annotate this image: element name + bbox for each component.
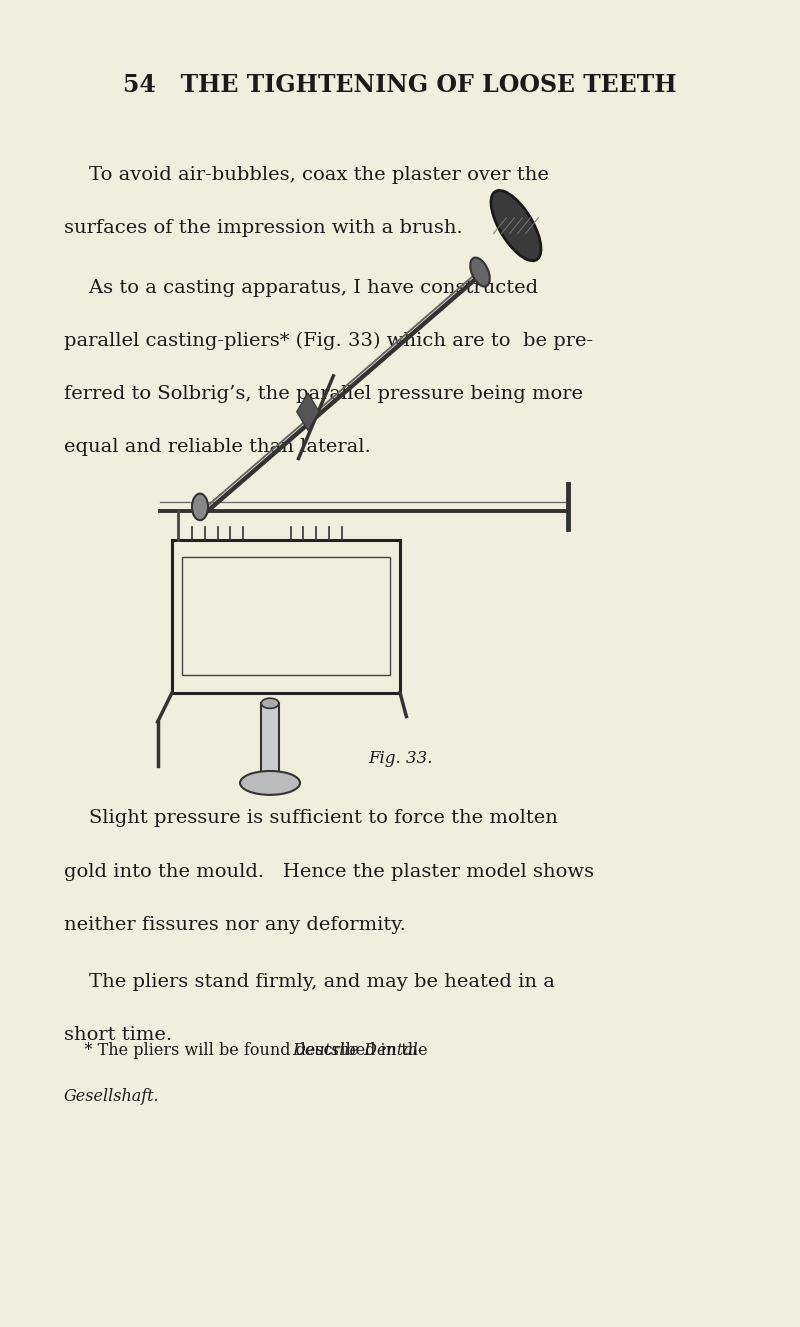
Text: * The pliers will be found described in the: * The pliers will be found described in … bbox=[64, 1042, 433, 1059]
Text: Gesellshaft.: Gesellshaft. bbox=[64, 1088, 160, 1105]
Text: gold into the mould.   Hence the plaster model shows: gold into the mould. Hence the plaster m… bbox=[64, 863, 594, 881]
Text: short time.: short time. bbox=[64, 1026, 172, 1044]
Text: 54   THE TIGHTENING OF LOOSE TEETH: 54 THE TIGHTENING OF LOOSE TEETH bbox=[123, 73, 677, 97]
Ellipse shape bbox=[491, 191, 541, 260]
Text: To avoid air-bubbles, coax the plaster over the: To avoid air-bubbles, coax the plaster o… bbox=[64, 166, 549, 184]
Text: Deutshe Dental-: Deutshe Dental- bbox=[293, 1042, 424, 1059]
Text: Slight pressure is sufficient to force the molten: Slight pressure is sufficient to force t… bbox=[64, 809, 558, 828]
Bar bbox=[297, 393, 319, 430]
Text: The pliers stand firmly, and may be heated in a: The pliers stand firmly, and may be heat… bbox=[64, 973, 555, 991]
Text: equal and reliable than lateral.: equal and reliable than lateral. bbox=[64, 438, 370, 456]
Text: Fig. 33.: Fig. 33. bbox=[368, 750, 432, 767]
Text: neither fissures nor any deformity.: neither fissures nor any deformity. bbox=[64, 916, 406, 934]
Text: ferred to Solbrig’s, the parallel pressure being more: ferred to Solbrig’s, the parallel pressu… bbox=[64, 385, 583, 403]
Ellipse shape bbox=[262, 698, 279, 709]
Text: surfaces of the impression with a brush.: surfaces of the impression with a brush. bbox=[64, 219, 462, 238]
Polygon shape bbox=[262, 703, 279, 783]
Circle shape bbox=[192, 494, 208, 520]
Ellipse shape bbox=[470, 257, 490, 287]
Ellipse shape bbox=[240, 771, 300, 795]
Text: parallel casting-pliers* (Fig. 33) which are to  be pre-: parallel casting-pliers* (Fig. 33) which… bbox=[64, 332, 593, 350]
Text: As to a casting apparatus, I have constructed: As to a casting apparatus, I have constr… bbox=[64, 279, 538, 297]
